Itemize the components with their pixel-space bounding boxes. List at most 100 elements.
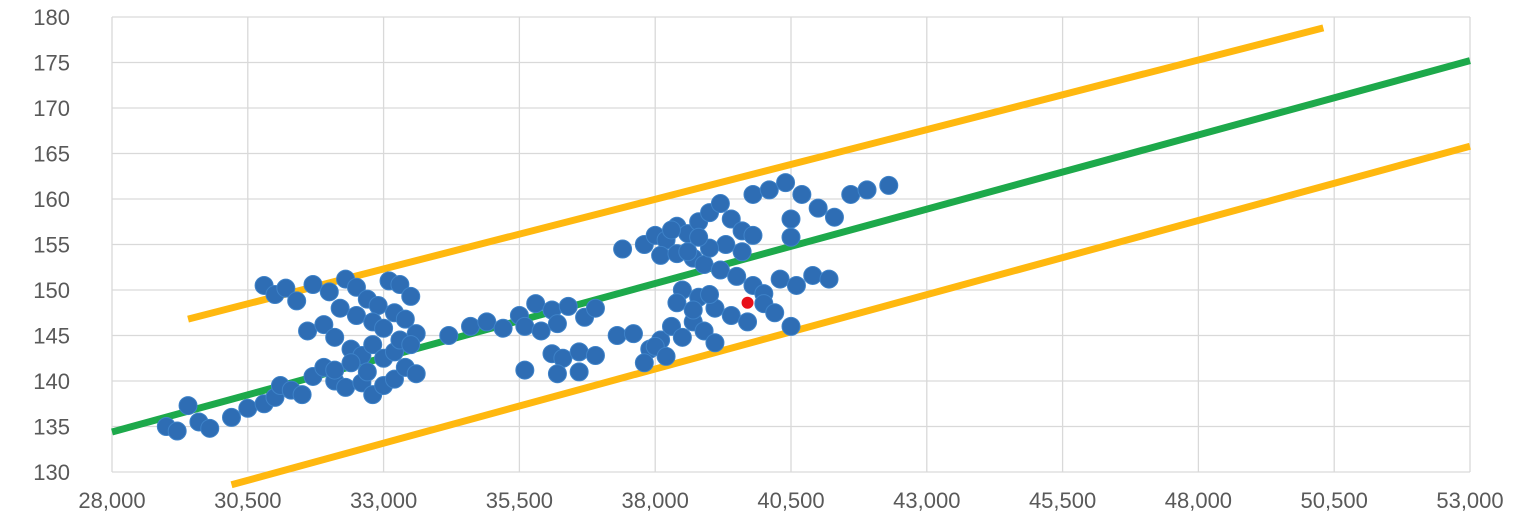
data-point-23 bbox=[287, 291, 307, 311]
data-point-5 bbox=[222, 407, 242, 427]
lower-band-line bbox=[230, 142, 1471, 489]
data-point-101 bbox=[792, 184, 812, 204]
data-point-24 bbox=[303, 275, 323, 295]
data-points bbox=[156, 173, 899, 441]
data-point-134 bbox=[716, 235, 736, 254]
data-point-132 bbox=[743, 225, 763, 245]
upper-band-line bbox=[187, 24, 1325, 323]
highlight-points bbox=[741, 296, 754, 309]
data-point-136 bbox=[689, 227, 709, 247]
y-tick-label: 180 bbox=[33, 5, 70, 30]
data-point-126 bbox=[781, 316, 801, 336]
data-point-106 bbox=[879, 175, 899, 195]
data-point-133 bbox=[732, 242, 752, 262]
x-tick-label: 40,500 bbox=[757, 488, 824, 513]
data-point-80 bbox=[672, 327, 692, 347]
data-point-76 bbox=[623, 324, 643, 344]
data-point-67 bbox=[547, 314, 567, 334]
data-point-128 bbox=[683, 300, 703, 320]
data-point-105 bbox=[857, 180, 877, 200]
data-point-62 bbox=[558, 296, 578, 316]
data-point-57 bbox=[477, 312, 497, 332]
data-point-51 bbox=[341, 353, 361, 373]
data-point-6 bbox=[238, 398, 258, 418]
x-axis-tick-labels: 28,000 30,500 33,000 35,500 38,000 40,500 43,0… bbox=[78, 488, 1503, 513]
data-point-75 bbox=[607, 326, 627, 345]
data-point-60 bbox=[526, 294, 546, 314]
data-point-58 bbox=[493, 318, 513, 338]
y-tick-label: 155 bbox=[33, 233, 70, 258]
data-point-131 bbox=[781, 209, 801, 229]
data-point-29 bbox=[368, 295, 388, 315]
x-tick-label: 35,500 bbox=[486, 488, 553, 513]
band-lines bbox=[187, 24, 1471, 489]
data-point-40 bbox=[298, 321, 318, 341]
data-point-36 bbox=[374, 318, 394, 338]
data-point-65 bbox=[515, 316, 535, 336]
data-point-107 bbox=[651, 245, 671, 265]
x-tick-label: 28,000 bbox=[78, 488, 145, 513]
data-point-73 bbox=[547, 364, 567, 384]
y-tick-label: 170 bbox=[33, 96, 70, 121]
data-point-127 bbox=[667, 293, 687, 313]
data-point-83 bbox=[705, 333, 725, 353]
data-point-112 bbox=[727, 266, 747, 286]
data-point-71 bbox=[569, 342, 589, 362]
data-point-15 bbox=[336, 377, 356, 397]
data-point-84 bbox=[634, 353, 654, 373]
x-tick-label: 30,500 bbox=[214, 488, 281, 513]
data-point-86 bbox=[656, 346, 676, 366]
data-point-56 bbox=[461, 316, 481, 336]
data-point-55 bbox=[439, 326, 459, 345]
data-point-138 bbox=[661, 220, 681, 240]
data-point-130 bbox=[781, 227, 801, 247]
y-tick-label: 130 bbox=[33, 460, 70, 485]
x-tick-label: 33,000 bbox=[350, 488, 417, 513]
x-tick-label: 50,500 bbox=[1301, 488, 1368, 513]
data-point-99 bbox=[759, 180, 779, 200]
data-point-45 bbox=[363, 335, 383, 355]
data-point-116 bbox=[786, 275, 806, 295]
highlight-point-0 bbox=[741, 296, 754, 309]
x-tick-label: 43,000 bbox=[893, 488, 960, 513]
data-point-129 bbox=[700, 285, 720, 305]
x-tick-label: 53,000 bbox=[1436, 488, 1503, 513]
data-point-111 bbox=[710, 260, 730, 280]
y-tick-label: 175 bbox=[33, 51, 70, 76]
x-tick-label: 48,000 bbox=[1165, 488, 1232, 513]
data-point-87 bbox=[613, 239, 633, 259]
y-axis-tick-labels: 130 135 140 145 150 155 160 165 170 175 180 bbox=[33, 5, 70, 485]
data-point-54 bbox=[401, 335, 421, 355]
data-point-100 bbox=[776, 173, 796, 193]
y-tick-label: 135 bbox=[33, 415, 70, 440]
data-point-118 bbox=[819, 269, 839, 289]
data-point-42 bbox=[325, 327, 345, 347]
x-tick-label: 38,000 bbox=[622, 488, 689, 513]
data-point-52 bbox=[357, 362, 377, 382]
data-point-137 bbox=[678, 242, 698, 262]
data-point-1 bbox=[167, 421, 187, 441]
data-point-98 bbox=[743, 184, 763, 204]
data-point-34 bbox=[346, 305, 366, 325]
data-point-4 bbox=[200, 418, 220, 438]
data-point-96 bbox=[721, 209, 741, 229]
data-point-117 bbox=[803, 265, 823, 285]
x-tick-label: 45,500 bbox=[1029, 488, 1096, 513]
data-point-2 bbox=[178, 396, 198, 416]
data-point-95 bbox=[710, 194, 730, 214]
y-tick-label: 150 bbox=[33, 278, 70, 303]
data-point-64 bbox=[585, 298, 605, 318]
data-point-115 bbox=[770, 269, 790, 289]
data-point-123 bbox=[738, 312, 758, 332]
data-point-49 bbox=[406, 364, 426, 384]
data-point-27 bbox=[346, 277, 366, 297]
data-point-33 bbox=[330, 298, 350, 318]
data-point-11 bbox=[292, 385, 312, 405]
data-point-66 bbox=[531, 321, 551, 341]
y-tick-label: 160 bbox=[33, 187, 70, 212]
data-point-125 bbox=[765, 303, 785, 323]
data-point-41 bbox=[314, 315, 334, 335]
data-point-104 bbox=[841, 184, 861, 204]
